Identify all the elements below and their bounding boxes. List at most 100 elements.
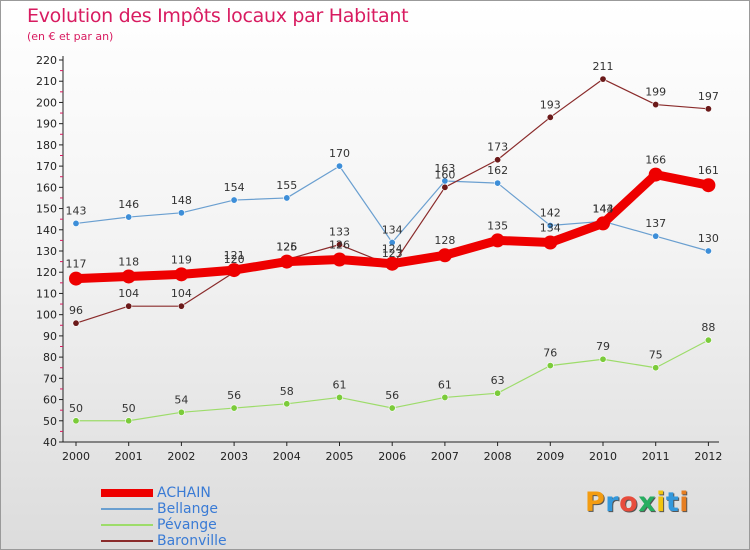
data-point-bellange <box>494 179 502 187</box>
data-point-pévange <box>230 404 238 412</box>
y-tick-label: 50 <box>43 415 57 428</box>
data-label-bellange: 142 <box>540 207 561 220</box>
data-point-baronville <box>125 302 133 310</box>
legend-label: ACHAIN <box>157 485 211 501</box>
data-point-pévange <box>177 408 185 416</box>
legend-swatch <box>101 489 153 497</box>
legend-label: Baronville <box>157 533 227 549</box>
legend-swatch <box>101 524 153 526</box>
data-point-bellange <box>177 209 185 217</box>
data-label-baronville: 96 <box>69 304 83 317</box>
data-label-bellange: 163 <box>434 162 455 175</box>
data-label-bellange: 146 <box>118 198 139 211</box>
data-point-baronville <box>652 101 660 109</box>
data-point-achain <box>69 271 83 286</box>
y-tick-label: 70 <box>43 372 57 385</box>
y-tick-label: 110 <box>36 287 57 300</box>
data-label-pévange: 56 <box>227 389 241 402</box>
data-label-bellange: 130 <box>698 232 719 245</box>
y-tick-label: 80 <box>43 351 57 364</box>
x-tick-label: 2004 <box>273 450 301 463</box>
data-point-achain <box>174 267 189 282</box>
x-tick-label: 2001 <box>115 450 143 463</box>
x-tick-label: 2008 <box>484 450 512 463</box>
data-label-baronville: 197 <box>698 90 719 103</box>
data-point-achain <box>437 248 452 263</box>
y-tick-label: 170 <box>36 160 57 173</box>
data-label-baronville: 104 <box>118 287 139 300</box>
y-tick-label: 60 <box>43 394 57 407</box>
y-tick-label: 150 <box>36 203 57 216</box>
y-tick-label: 40 <box>43 436 57 449</box>
data-point-bellange <box>72 219 80 227</box>
data-label-bellange: 162 <box>487 164 508 177</box>
data-point-bellange <box>125 213 133 221</box>
chart-title: Evolution des Impôts locaux par Habitant <box>27 5 409 27</box>
x-tick-label: 2012 <box>694 450 722 463</box>
logo-letter: o <box>619 487 639 518</box>
data-label-pévange: 61 <box>333 378 347 391</box>
data-label-achain: 124 <box>382 243 403 256</box>
data-label-baronville: 193 <box>540 98 561 111</box>
data-label-bellange: 148 <box>171 194 192 207</box>
data-label-bellange: 170 <box>329 147 350 160</box>
data-point-bellange <box>388 239 396 247</box>
data-label-achain: 126 <box>329 238 350 251</box>
data-point-baronville <box>441 183 449 191</box>
logo-letter: t <box>665 487 680 518</box>
data-label-pévange: 88 <box>701 321 715 334</box>
data-label-pévange: 75 <box>649 349 663 362</box>
data-point-achain <box>701 178 716 193</box>
x-tick-label: 2009 <box>536 450 564 463</box>
data-label-bellange: 155 <box>276 179 297 192</box>
logo-letter: i <box>656 487 666 518</box>
data-point-baronville <box>494 156 502 164</box>
data-label-achain: 128 <box>434 234 455 247</box>
data-point-pévange <box>283 400 291 408</box>
y-tick-label: 210 <box>36 75 57 88</box>
data-label-achain: 118 <box>118 255 139 268</box>
data-label-pévange: 54 <box>174 393 188 406</box>
logo-letter: i <box>679 487 690 518</box>
data-label-baronville: 123 <box>382 247 403 260</box>
data-label-achain: 125 <box>276 241 297 254</box>
data-point-baronville <box>72 319 80 327</box>
data-label-achain: 134 <box>540 222 561 235</box>
y-tick-label: 200 <box>36 96 57 109</box>
x-tick-label: 2010 <box>589 450 617 463</box>
x-tick-label: 2007 <box>431 450 459 463</box>
data-label-bellange: 137 <box>645 217 666 230</box>
data-label-achain: 161 <box>698 164 719 177</box>
data-point-pévange <box>494 389 502 397</box>
y-tick-label: 120 <box>36 266 57 279</box>
x-tick-label: 2011 <box>642 450 670 463</box>
data-point-achain <box>490 233 505 248</box>
logo-letter: r <box>605 487 620 518</box>
data-label-bellange: 154 <box>224 181 245 194</box>
data-label-baronville: 160 <box>434 168 455 181</box>
data-label-pévange: 61 <box>438 378 452 391</box>
logo-letter: x <box>638 487 657 518</box>
data-label-pévange: 79 <box>596 340 610 353</box>
data-point-achain <box>332 252 347 267</box>
data-point-baronville <box>335 241 343 249</box>
data-label-baronville: 120 <box>224 253 245 266</box>
data-point-achain <box>121 269 136 284</box>
data-point-baronville <box>177 302 185 310</box>
data-point-pévange <box>652 364 660 372</box>
x-tick-label: 2000 <box>62 450 90 463</box>
data-point-pévange <box>441 393 449 401</box>
data-label-pévange: 58 <box>280 385 294 398</box>
data-label-baronville: 104 <box>171 287 192 300</box>
data-label-pévange: 63 <box>491 374 505 387</box>
data-label-pévange: 50 <box>69 402 83 415</box>
data-label-achain: 143 <box>593 202 614 215</box>
data-label-baronville: 126 <box>276 240 297 253</box>
legend-label: Bellange <box>157 501 218 517</box>
y-tick-label: 90 <box>43 330 57 343</box>
data-label-bellange: 144 <box>593 202 614 215</box>
data-point-bellange <box>335 162 343 170</box>
data-point-bellange <box>652 232 660 240</box>
